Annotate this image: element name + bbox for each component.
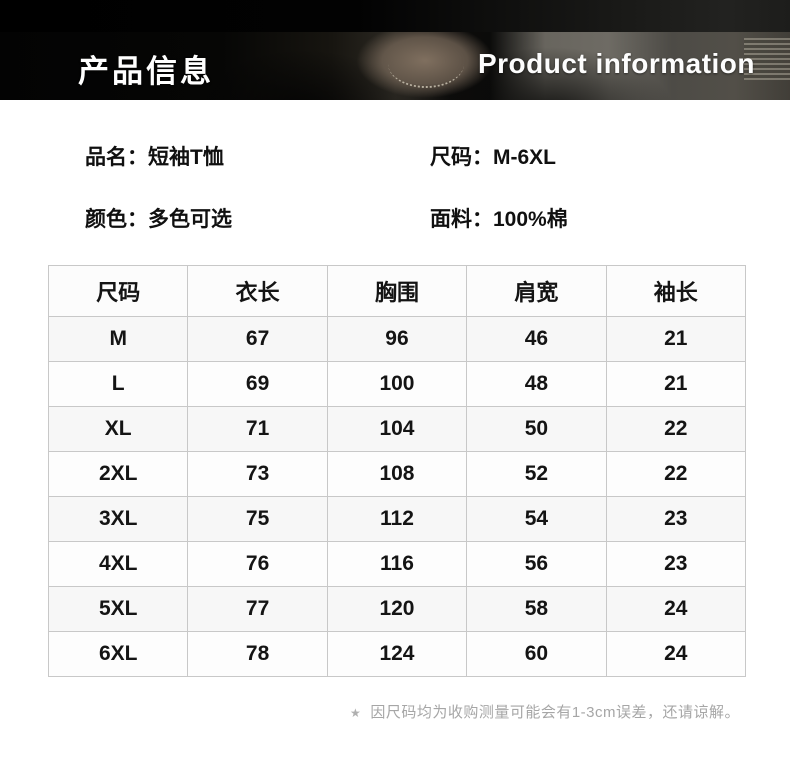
- detail-label: 尺码：: [430, 146, 493, 169]
- hero-top-strip-decoration: [0, 0, 790, 32]
- detail-fabric: 面料：100%棉: [430, 203, 568, 233]
- measurement-cell: 48: [466, 361, 607, 407]
- measurement-cell: 77: [187, 586, 328, 632]
- column-header-size: 尺码: [47, 265, 189, 317]
- measurement-disclaimer: ★ 因尺码均为收购测量可能会有1-3cm误差，还请谅解。: [350, 701, 740, 722]
- detail-value: 100%棉: [493, 208, 568, 231]
- detail-value: 短袖T恤: [148, 146, 224, 169]
- detail-size-range: 尺码：M-6XL: [430, 141, 556, 171]
- measurement-cell: 21: [605, 361, 747, 407]
- size-cell: XL: [47, 406, 189, 452]
- measurement-cell: 24: [605, 586, 747, 632]
- detail-value: 多色可选: [148, 208, 232, 231]
- measurement-cell: 112: [326, 496, 468, 542]
- table-row: 5XL 77 120 58 24: [47, 586, 747, 632]
- size-cell: M: [47, 316, 189, 362]
- measurement-cell: 56: [466, 541, 607, 587]
- measurement-cell: 21: [605, 316, 747, 362]
- table-row: 2XL 73 108 52 22: [47, 451, 747, 497]
- size-table-body: M 67 96 46 21 L 69 100 48 21 XL 71 104 50 22 2XL 73 108 52…: [47, 316, 747, 677]
- measurement-cell: 120: [326, 586, 468, 632]
- column-header-sleeve: 袖长: [605, 265, 747, 317]
- measurement-cell: 100: [326, 361, 468, 407]
- size-chart-table: 尺码 衣长 胸围 肩宽 袖长 M 67 96 46 21 L 69 100 48 21 XL 71 10…: [47, 265, 747, 677]
- measurement-cell: 69: [187, 361, 328, 407]
- measurement-cell: 73: [187, 451, 328, 497]
- measurement-cell: 50: [466, 406, 607, 452]
- measurement-cell: 23: [605, 496, 747, 542]
- measurement-cell: 96: [326, 316, 468, 362]
- measurement-cell: 52: [466, 451, 607, 497]
- column-header-length: 衣长: [187, 265, 328, 317]
- size-cell: L: [47, 361, 189, 407]
- detail-value: M-6XL: [493, 146, 556, 169]
- measurement-cell: 22: [605, 451, 747, 497]
- size-cell: 5XL: [47, 586, 189, 632]
- table-row: XL 71 104 50 22: [47, 406, 747, 452]
- measurement-cell: 54: [466, 496, 607, 542]
- measurement-cell: 58: [466, 586, 607, 632]
- measurement-cell: 71: [187, 406, 328, 452]
- table-header-row: 尺码 衣长 胸围 肩宽 袖长: [47, 265, 747, 317]
- measurement-cell: 104: [326, 406, 468, 452]
- measurement-cell: 108: [326, 451, 468, 497]
- measurement-cell: 67: [187, 316, 328, 362]
- detail-product-name: 品名：短袖T恤: [85, 141, 224, 171]
- measurement-cell: 78: [187, 631, 328, 677]
- measurement-cell: 75: [187, 496, 328, 542]
- measurement-cell: 22: [605, 406, 747, 452]
- measurement-cell: 24: [605, 631, 747, 677]
- column-header-chest: 胸围: [326, 265, 468, 317]
- measurement-cell: 60: [466, 631, 607, 677]
- size-cell: 3XL: [47, 496, 189, 542]
- measurement-cell: 116: [326, 541, 468, 587]
- size-cell: 6XL: [47, 631, 189, 677]
- vent-texture-decoration: [744, 38, 790, 80]
- detail-color: 颜色：多色可选: [85, 203, 232, 233]
- measurement-cell: 124: [326, 631, 468, 677]
- measurement-cell: 23: [605, 541, 747, 587]
- detail-label: 颜色：: [85, 208, 148, 231]
- disclaimer-text: 因尺码均为收购测量可能会有1-3cm误差，还请谅解。: [370, 704, 740, 721]
- size-cell: 2XL: [47, 451, 189, 497]
- measurement-cell: 46: [466, 316, 607, 362]
- column-header-shoulder: 肩宽: [466, 265, 607, 317]
- star-icon: ★: [350, 706, 362, 720]
- table-row: 4XL 76 116 56 23: [47, 541, 747, 587]
- hero-banner: 产品信息 Product information: [0, 0, 790, 100]
- table-row: L 69 100 48 21: [47, 361, 747, 407]
- detail-label: 面料：: [430, 208, 493, 231]
- measurement-cell: 76: [187, 541, 328, 587]
- necklace-chain-decoration: [388, 40, 464, 88]
- table-row: 3XL 75 112 54 23: [47, 496, 747, 542]
- page-title-zh: 产品信息: [78, 54, 214, 89]
- detail-label: 品名：: [85, 146, 148, 169]
- page-title-en: Product information: [477, 48, 755, 79]
- size-cell: 4XL: [47, 541, 189, 587]
- table-row: M 67 96 46 21: [47, 316, 747, 362]
- table-row: 6XL 78 124 60 24: [47, 631, 747, 677]
